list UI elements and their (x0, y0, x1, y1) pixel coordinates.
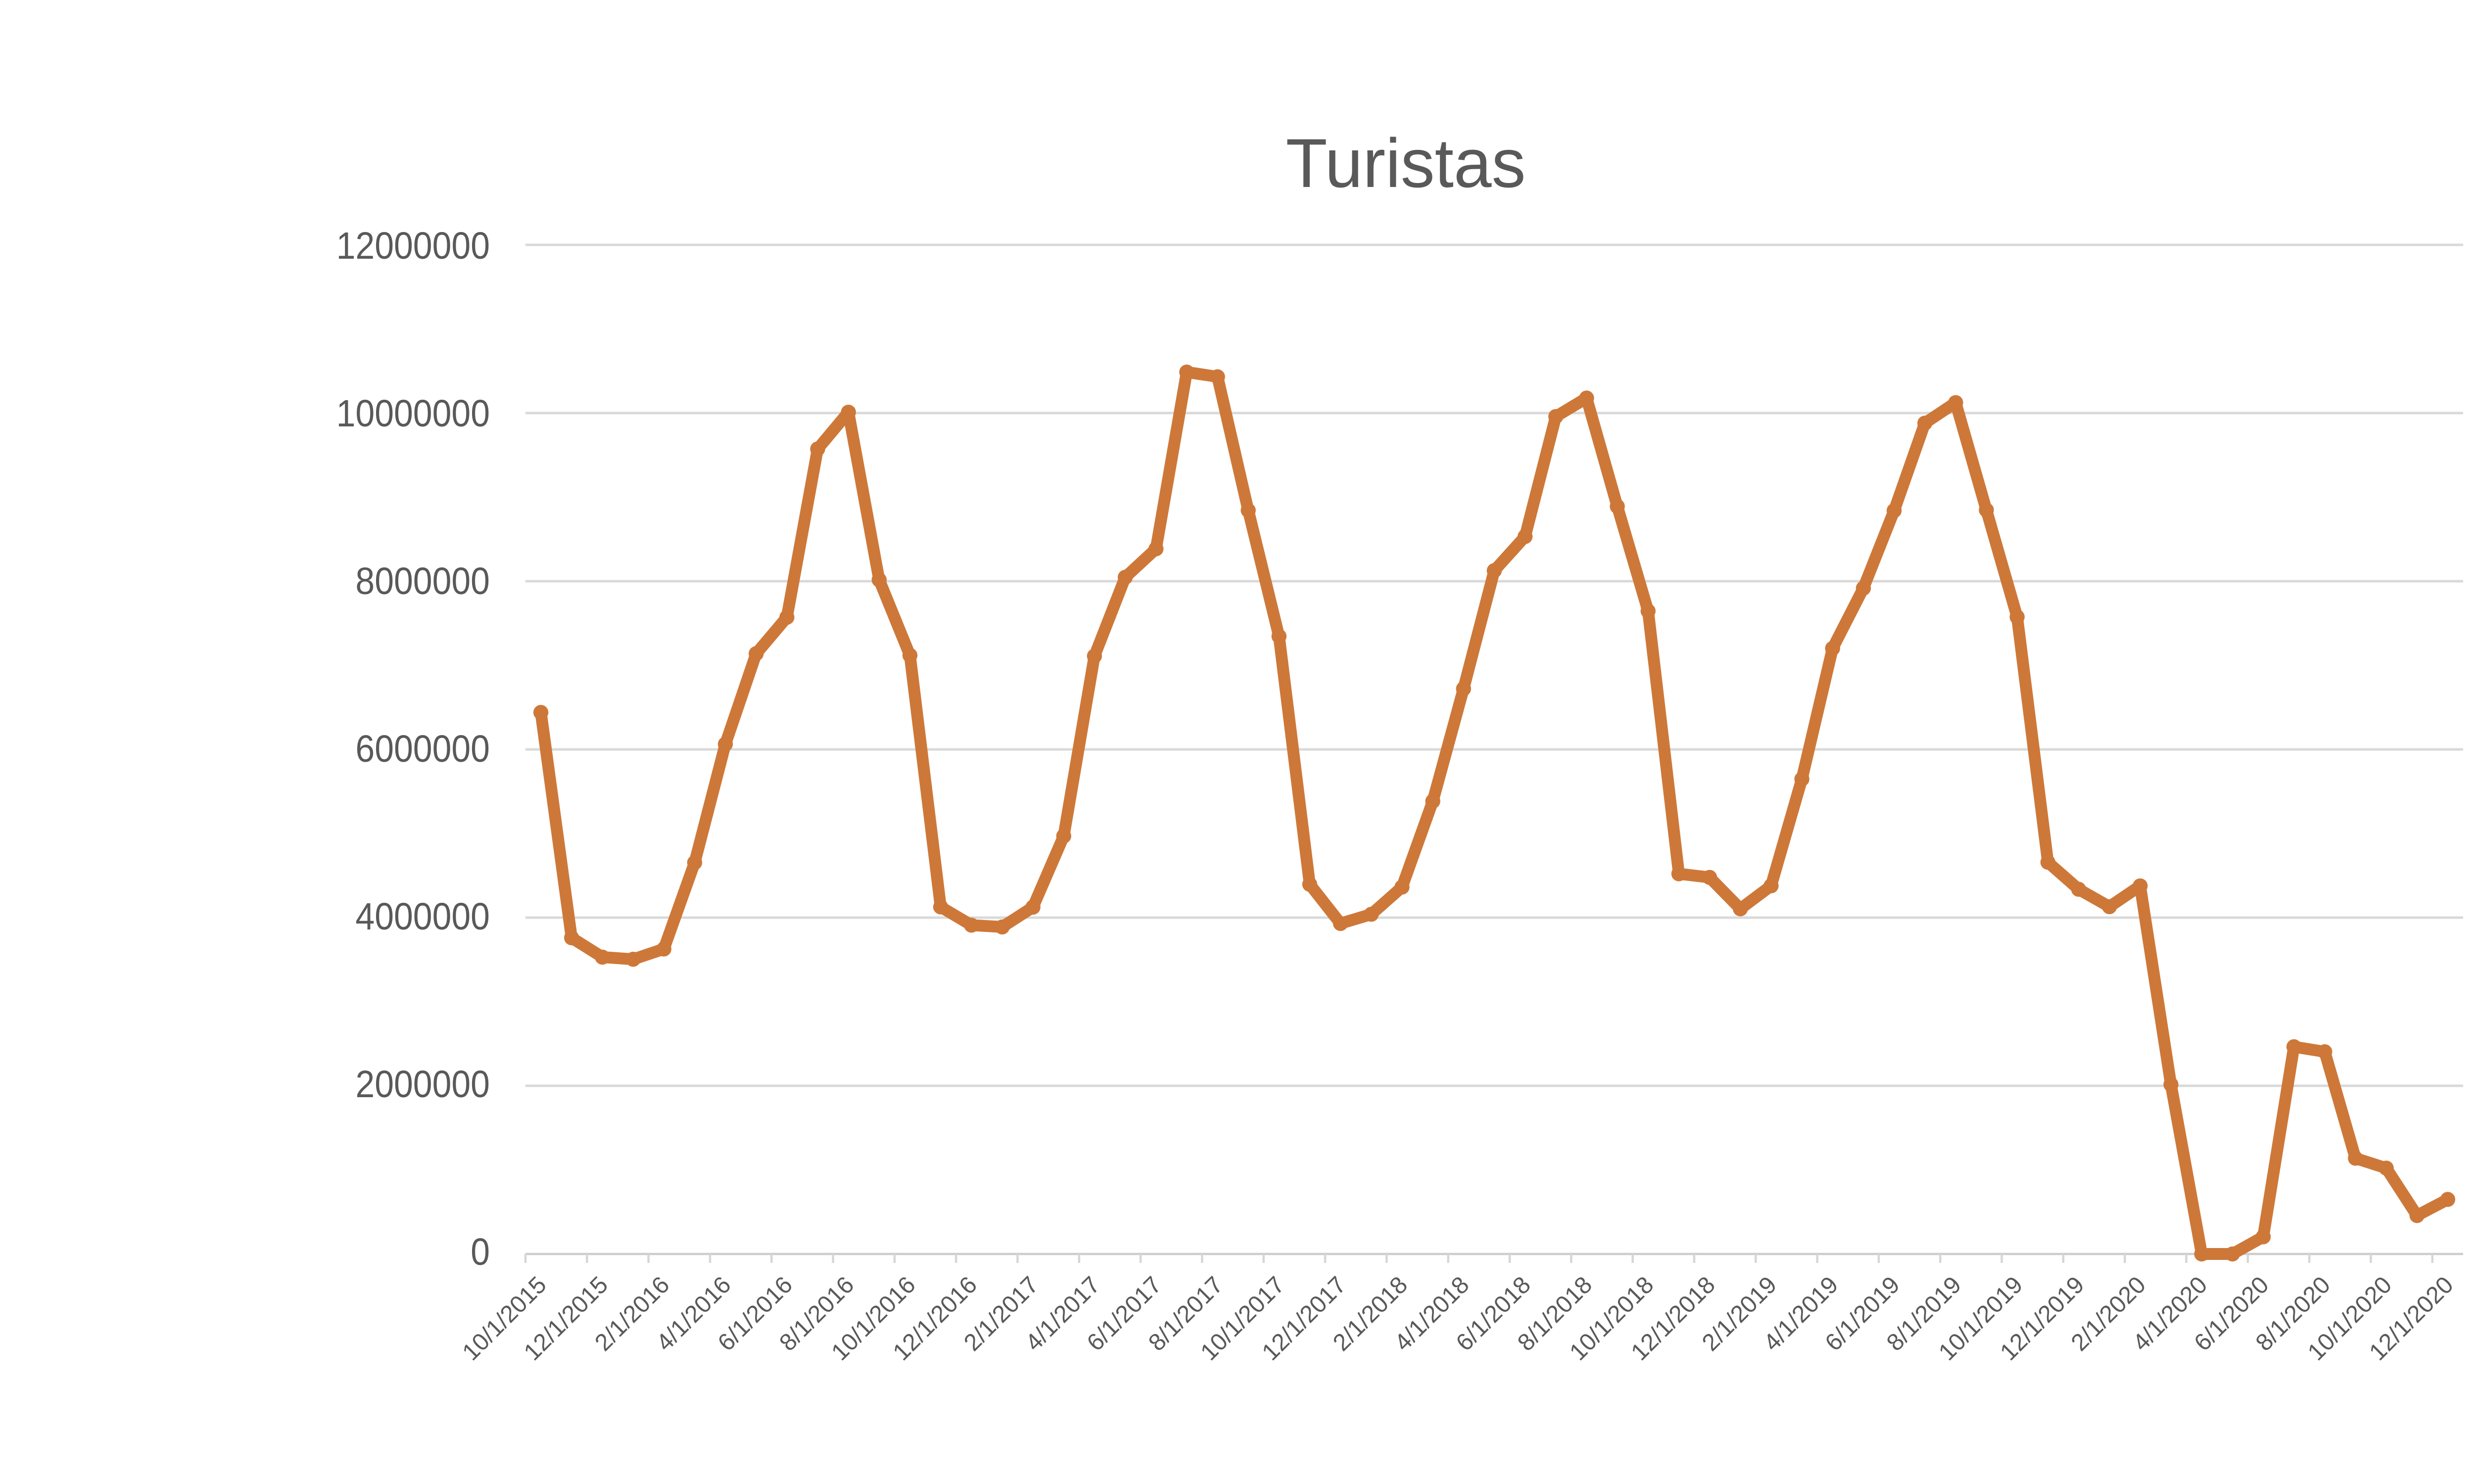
svg-text:12000000: 12000000 (336, 225, 490, 267)
svg-text:0: 0 (471, 1231, 490, 1273)
svg-text:8000000: 8000000 (355, 560, 490, 603)
svg-text:Turistas: Turistas (1286, 124, 1526, 202)
svg-text:6000000: 6000000 (355, 728, 490, 770)
svg-text:10000000: 10000000 (336, 392, 490, 435)
svg-text:4000000: 4000000 (355, 895, 490, 938)
svg-text:2000000: 2000000 (355, 1063, 490, 1106)
